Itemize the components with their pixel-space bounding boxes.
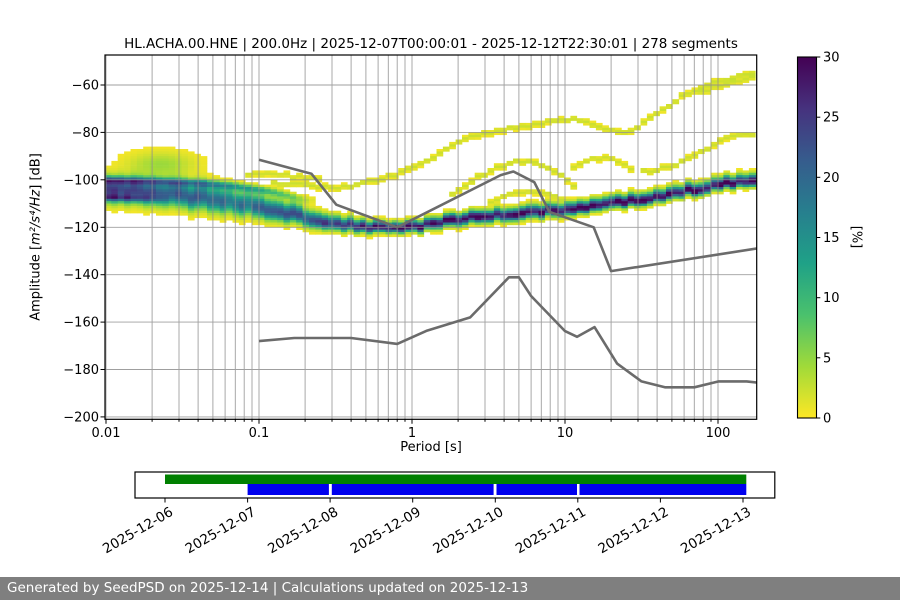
y-tick-label: −120: [63, 221, 99, 236]
colorbar-tick-label: 5: [823, 351, 831, 366]
colorbar-tick-label: 0: [823, 412, 831, 427]
colorbar-tick-label: 10: [823, 291, 840, 306]
axis-tick-labels: 0.01 0.1 1 10 100 −60 −80 −100 −120 −140 −160 −180 −…: [63, 79, 730, 442]
timeline-date-label: 2025-12-13: [678, 504, 754, 557]
y-tick-label: −80: [72, 126, 99, 141]
axes-box: [104, 54, 758, 420]
plot-title: HL.ACHA.00.HNE | 200.0Hz | 2025-12-07T00…: [124, 36, 738, 52]
timeline-date-label: 2025-12-11: [513, 504, 589, 557]
footer-text: Generated by SeedPSD on 2025-12-14 | Cal…: [7, 580, 529, 596]
y-tick-label: −60: [72, 79, 99, 94]
colorbar-tick-label: 20: [823, 171, 840, 186]
x-axis-label: Period [s]: [400, 440, 462, 455]
timeline-segment-blue: [331, 484, 494, 495]
timeline-date-label: 2025-12-12: [595, 504, 671, 557]
noise-model-NLNM: [258, 275, 757, 389]
ppsd-plot-canvas: 0.01 0.1 1 10 100−60−80−100−120−140−160−180−…: [63, 51, 840, 558]
colorbar-tick-label: 15: [823, 231, 840, 246]
timeline-date-label: 2025-12-06: [100, 504, 176, 557]
x-tick-label: 0.01: [92, 426, 121, 441]
timeline-coverage-green: [165, 474, 747, 484]
timeline-segment-blue: [247, 484, 329, 495]
noise-model-NHNM: [258, 158, 757, 273]
grid-lines: [105, 55, 757, 420]
y-tick-label: −160: [63, 316, 99, 331]
x-tick-label: 0.1: [249, 426, 270, 441]
colorbar-tick-label: 30: [823, 51, 840, 66]
timeline-date-label: 2025-12-10: [430, 504, 506, 557]
y-tick-label: −140: [63, 268, 99, 283]
x-tick-label: 10: [557, 426, 574, 441]
y-tick-label: −100: [63, 173, 99, 188]
footer-bar: Generated by SeedPSD on 2025-12-14 | Cal…: [0, 577, 900, 600]
timeline-segment-blue: [579, 484, 747, 495]
timeline-date-label: 2025-12-07: [183, 504, 259, 557]
x-tick-label: 1: [408, 426, 416, 441]
axis-ticks: [100, 84, 719, 424]
colorbar-ticks: 0 5 10 15 20 25 30: [816, 51, 840, 427]
noise-model-lines: [258, 158, 757, 389]
timeline: 2025-12-06 2025-12-07 2025-12-08 2025-12-09…: [100, 471, 776, 557]
colorbar: [797, 57, 817, 418]
timeline-segment-blue: [496, 484, 577, 495]
timeline-date-label: 2025-12-09: [348, 504, 424, 557]
colorbar-tick-label: 25: [823, 111, 840, 126]
timeline-date-label: 2025-12-08: [265, 504, 341, 557]
x-tick-label: 100: [706, 426, 731, 441]
y-tick-label: −200: [63, 410, 99, 425]
y-tick-label: −180: [63, 363, 99, 378]
